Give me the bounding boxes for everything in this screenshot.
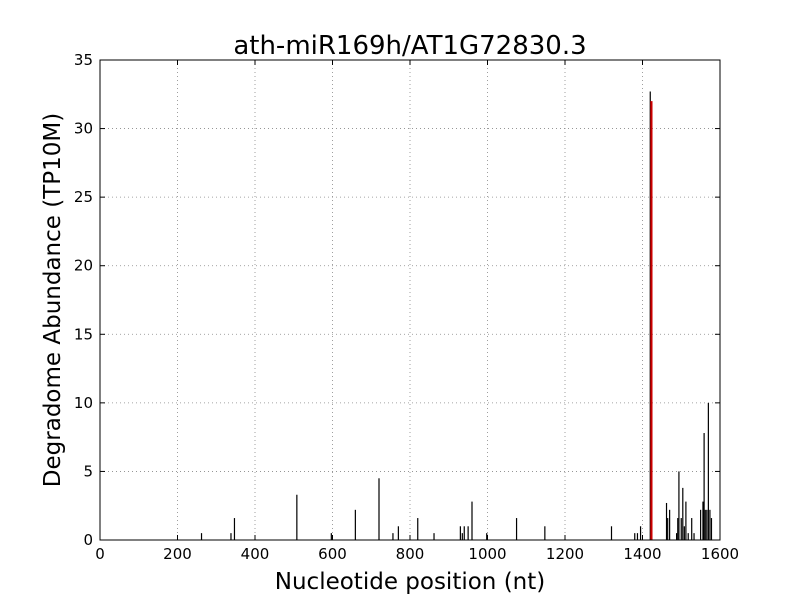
x-tick-label: 1200	[546, 545, 584, 563]
y-tick-label: 0	[83, 531, 93, 549]
x-tick-label: 600	[318, 545, 347, 563]
x-tick-label: 800	[396, 545, 425, 563]
bars	[200, 91, 713, 540]
y-tick-label: 15	[74, 325, 93, 343]
y-tick-label: 30	[74, 120, 93, 138]
y-tick-label: 25	[74, 188, 93, 206]
x-tick-label: 0	[95, 545, 105, 563]
axis-ticks: 0 200 400 600 800 1000 1200 1400 1600 0 5 10 15 20 25 3…	[74, 51, 739, 563]
y-tick-label: 10	[74, 394, 93, 412]
x-tick-label: 1000	[468, 545, 506, 563]
x-tick-label: 400	[241, 545, 270, 563]
y-tick-label: 35	[74, 51, 93, 69]
x-tick-label: 1600	[701, 545, 739, 563]
x-tick-label: 200	[163, 545, 192, 563]
x-tick-label: 1400	[623, 545, 661, 563]
chart-title: ath-miR169h/AT1G72830.3	[233, 31, 586, 61]
y-tick-label: 20	[74, 257, 93, 275]
y-tick-label: 5	[83, 462, 93, 480]
x-axis-label: Nucleotide position (nt)	[275, 569, 545, 595]
y-axis-label: Degradome Abundance (TP10M)	[40, 113, 66, 487]
